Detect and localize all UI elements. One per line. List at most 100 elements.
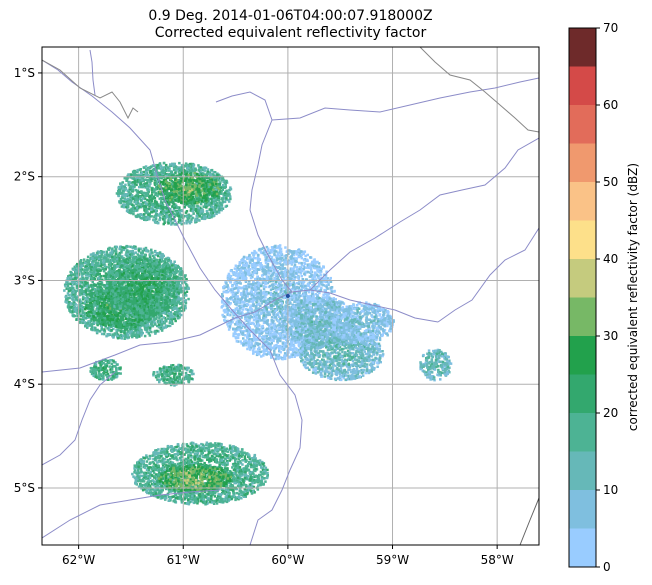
echo-pixel: [279, 292, 282, 295]
echo-pixel: [260, 308, 264, 312]
echo-pixel: [315, 286, 319, 290]
echo-pixel: [362, 325, 365, 328]
echo-pixel: [327, 370, 330, 373]
echo-pixel: [328, 303, 332, 306]
echo-pixel: [294, 287, 297, 290]
echo-pixel: [244, 260, 247, 263]
echo-pixel: [283, 267, 287, 270]
echo-pixel: [310, 317, 313, 320]
echo-pixel: [298, 325, 302, 328]
echo-pixel: [261, 339, 265, 342]
echo-pixel: [261, 343, 265, 346]
echo-pixel: [278, 246, 281, 249]
echo-pixel: [291, 338, 294, 341]
echo-pixel: [245, 319, 248, 322]
echo-pixel: [273, 344, 276, 347]
echo-pixel: [281, 316, 284, 320]
echo-pixel: [380, 316, 384, 319]
echo-pixel: [309, 302, 312, 306]
echo-pixel: [273, 277, 277, 280]
echo-pixel: [237, 265, 240, 268]
echo-pixel: [260, 331, 264, 334]
echo-pixel: [325, 284, 329, 287]
echo-pixel: [312, 309, 316, 313]
echo-pixel: [377, 348, 380, 352]
echo-pixel: [306, 353, 309, 356]
echo-pixel: [329, 377, 332, 380]
echo-pixel: [271, 292, 275, 296]
echo-pixel: [266, 313, 270, 317]
echo-pixel: [288, 320, 292, 323]
echo-pixel: [290, 314, 294, 318]
echo-pixel: [247, 257, 251, 260]
echo-pixel: [322, 344, 325, 348]
echo-pixel: [297, 282, 300, 286]
echo-pixel: [324, 280, 327, 283]
echo-pixel: [367, 371, 370, 375]
echo-pixel: [329, 286, 332, 289]
echo-pixel: [246, 331, 250, 334]
echo-pixel: [272, 324, 276, 327]
echo-pixel: [364, 371, 368, 375]
echo-pixel: [297, 249, 300, 253]
echo-pixel: [319, 344, 323, 348]
echo-pixel: [358, 315, 362, 319]
echo-pixel: [334, 307, 337, 311]
echo-pixel: [329, 280, 333, 283]
echo-pixel: [293, 266, 296, 269]
echo-pixel: [233, 281, 236, 285]
echo-pixel: [308, 281, 311, 285]
echo-pixel: [290, 306, 294, 309]
echo-pixel: [285, 288, 288, 291]
radar-echoes: [63, 161, 453, 506]
echo-pixel: [368, 369, 371, 372]
echo-pixel: [270, 310, 273, 314]
echo-pixel: [290, 355, 293, 359]
echo-pixel: [315, 339, 318, 342]
echo-pixel: [284, 343, 287, 346]
echo-pixel: [268, 313, 272, 316]
echo-pixel: [323, 324, 326, 328]
echo-pixel: [316, 371, 319, 374]
echo-pixel: [242, 255, 246, 259]
echo-pixel: [221, 301, 224, 304]
echo-pixel: [257, 254, 260, 257]
echo-pixel: [275, 356, 278, 359]
echo-pixel: [235, 282, 238, 286]
echo-pixel: [317, 275, 320, 278]
echo-pixel: [302, 267, 305, 271]
echo-pixel: [370, 350, 374, 354]
echo-pixel: [314, 308, 318, 311]
echo-pixel: [306, 298, 309, 301]
echo-pixel: [310, 299, 314, 302]
echo-pixel: [308, 360, 312, 364]
echo-pixel: [244, 297, 247, 300]
echo-pixel: [349, 374, 352, 377]
echo-pixel: [241, 258, 244, 261]
echo-pixel: [239, 282, 242, 285]
echo-pixel: [372, 353, 375, 356]
echo-pixel: [385, 322, 389, 325]
echo-pixel: [290, 324, 293, 327]
echo-pixel: [253, 292, 256, 296]
echo-pixel: [288, 311, 291, 314]
echo-pixel: [279, 260, 282, 263]
echo-pixel: [318, 346, 322, 349]
echo-pixel: [241, 296, 244, 299]
echo-pixel: [266, 344, 269, 347]
echo-pixel: [334, 339, 337, 343]
echo-pixel: [277, 315, 281, 318]
echo-pixel: [283, 346, 286, 350]
echo-pixel: [321, 314, 324, 318]
echo-pixel: [305, 339, 308, 342]
echo-pixel: [303, 339, 306, 342]
echo-pixel: [277, 257, 281, 260]
echo-pixel: [297, 306, 300, 310]
echo-pixel: [358, 352, 362, 355]
echo-pixel: [221, 298, 224, 302]
echo-pixel: [284, 326, 287, 329]
echo-pixel: [235, 268, 239, 272]
echo-pixel: [323, 313, 327, 316]
echo-pixel: [335, 371, 339, 374]
echo-pixel: [265, 328, 268, 331]
